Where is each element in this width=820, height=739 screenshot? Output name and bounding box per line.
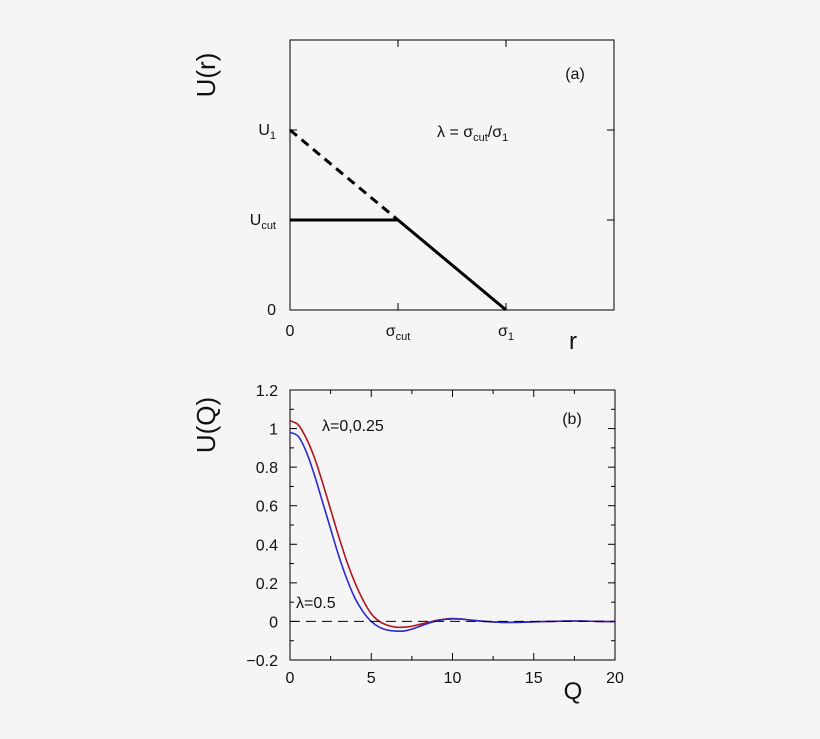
panel-a-xtick-label: σ1 — [498, 323, 514, 343]
panel-b-xtick-label: 15 — [525, 670, 543, 687]
panel-b-ytick-label: 0.2 — [256, 576, 278, 593]
panel-a-series — [289, 128, 507, 312]
panel-b-xlabel: Q — [564, 678, 583, 705]
panel-b-xticks: 0 5 10 15 20 — [286, 390, 624, 687]
panel-a-ytick-label: U1 — [258, 122, 276, 142]
panel-b-ylabel: U(Q) — [191, 397, 221, 453]
panel-b: (b) U(Q) Q λ=0,0.25 λ=0.5 1.2 1 0.8 0.6 0.4 0… — [191, 383, 624, 705]
panel-b-ytick-label: −0.2 — [246, 653, 278, 670]
panel-b-blue-curve — [289, 431, 616, 633]
panel-a-xtick-label: σcut — [386, 323, 411, 343]
panel-a-frame — [289, 39, 615, 311]
panel-b-xtick-label: 5 — [367, 670, 376, 687]
panel-b-label: (b) — [562, 411, 582, 428]
panel-a-xticks: 0 σcut σ1 — [286, 40, 514, 343]
panel-b-ytick-label: 0.8 — [256, 460, 278, 477]
panel-b-ytick-label: 1.2 — [256, 383, 278, 400]
panel-b-series — [289, 420, 616, 633]
panel-a-dashed-line — [289, 128, 399, 222]
panel-b-yticks: 1.2 1 0.8 0.6 0.4 0.2 0 −0.2 — [246, 383, 615, 670]
panel-a-label: (a) — [565, 66, 585, 83]
panel-b-ytick-label: 0 — [269, 614, 278, 631]
panel-a-ytick-label: Ucut — [250, 212, 276, 232]
annotation-lambda-0-025: λ=0,0.25 — [322, 418, 384, 435]
panel-b-ytick-label: 1 — [269, 422, 278, 439]
panel-a-solid-line — [290, 218, 507, 312]
panel-b-ytick-label: 0.4 — [256, 537, 278, 554]
annotation-lambda-05: λ=0.5 — [296, 595, 336, 612]
panel-a-ylabel: U(r) — [191, 53, 221, 98]
panel-b-xtick-label: 10 — [444, 670, 462, 687]
panel-a-yticks: U1 Ucut 0 — [250, 122, 614, 319]
panel-a-ytick-label: 0 — [267, 302, 276, 319]
panel-b-xtick-label: 20 — [606, 670, 624, 687]
panel-b-red-curve — [289, 420, 616, 629]
panel-a-xtick-label: 0 — [286, 323, 295, 340]
panel-a: (a) U(r) r λ = σcut/σ1 U1 Ucut 0 0 σcut σ1 — [191, 39, 615, 355]
panel-b-xtick-label: 0 — [286, 670, 295, 687]
lambda-definition: λ = σcut/σ1 — [437, 124, 508, 144]
panel-b-ytick-label: 0.6 — [256, 499, 278, 516]
panel-a-xlabel: r — [569, 328, 577, 355]
